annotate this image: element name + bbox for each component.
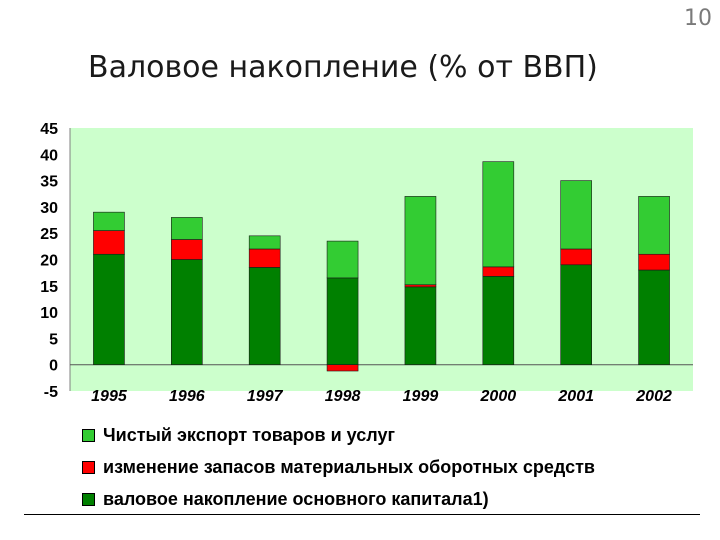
bar-net-exports	[404, 196, 437, 286]
legend-swatch-net-exports	[82, 428, 95, 442]
slide-title: Валовое накопление (% от ВВП)	[88, 50, 598, 85]
bar-net-exports	[326, 240, 359, 279]
y-tick-label: 10	[40, 305, 58, 322]
y-tick-label: 45	[40, 121, 58, 138]
x-tick-label: 2000	[480, 388, 517, 405]
bar-inventory-change	[404, 284, 437, 288]
bar-net-exports	[638, 196, 670, 255]
y-tick-label: 35	[40, 174, 58, 191]
y-tick-label: 0	[49, 358, 58, 375]
bar-fixed-capital	[404, 286, 437, 365]
bar-inventory-change	[171, 239, 203, 260]
legend-label: Чистый экспорт товаров и услуг	[103, 424, 395, 445]
x-tick-label: 1997	[247, 388, 284, 405]
x-tick-label: 2001	[557, 388, 594, 405]
plot-area	[70, 128, 693, 391]
legend-label: валовое накопление основного капитала1)	[103, 488, 489, 509]
y-tick-label: 25	[40, 226, 58, 243]
x-tick-label: 1996	[169, 388, 205, 405]
y-tick-label: 5	[49, 331, 58, 348]
bar-inventory-change	[482, 266, 515, 277]
x-tick-label: 1999	[403, 388, 439, 405]
legend-swatch-fixed-capital	[82, 492, 95, 506]
legend-item-fixed-capital: валовое накопление основного капитала1)	[82, 488, 595, 510]
legend-swatch-inventory-change	[82, 460, 95, 474]
x-tick-label: 2002	[635, 388, 672, 405]
x-tick-label: 1995	[91, 388, 128, 405]
bar-inventory-change	[638, 253, 670, 271]
y-tick-label: 15	[40, 279, 58, 296]
chart-legend: Чистый экспорт товаров и услуг изменение…	[82, 424, 595, 520]
bar-net-exports	[93, 211, 125, 231]
stacked-bar-chart: 45 40 35 30 25 20 15 10 5 0 -5 1995 1996 1997 1998 199…	[40, 121, 693, 405]
legend-item-inventory-change: изменение запасов материальных оборотных…	[82, 456, 595, 478]
bar-fixed-capital	[93, 253, 125, 366]
legend-label: изменение запасов материальных оборотных…	[103, 456, 595, 477]
bar-inventory-change	[326, 364, 359, 372]
bar-fixed-capital	[171, 259, 203, 365]
bar-inventory-change	[248, 248, 281, 268]
y-tick-label: 40	[40, 147, 58, 164]
bar-inventory-change	[560, 248, 592, 266]
bottom-divider	[24, 514, 700, 515]
bar-fixed-capital	[638, 269, 670, 365]
bar-inventory-change	[93, 230, 125, 255]
bar-net-exports	[171, 217, 203, 240]
bar-fixed-capital	[326, 277, 359, 366]
y-tick-label: 30	[40, 200, 58, 217]
bar-fixed-capital	[482, 276, 515, 365]
x-tick-label: 1998	[325, 388, 361, 405]
legend-item-net-exports: Чистый экспорт товаров и услуг	[82, 424, 595, 446]
bar-net-exports	[248, 235, 281, 250]
bar-net-exports	[482, 161, 515, 268]
slide-number: 10	[684, 6, 712, 31]
y-tick-label: -5	[44, 384, 58, 401]
bar-net-exports	[560, 180, 592, 250]
bar-fixed-capital	[248, 267, 281, 366]
bar-fixed-capital	[560, 264, 592, 366]
y-tick-label: 20	[40, 253, 58, 270]
